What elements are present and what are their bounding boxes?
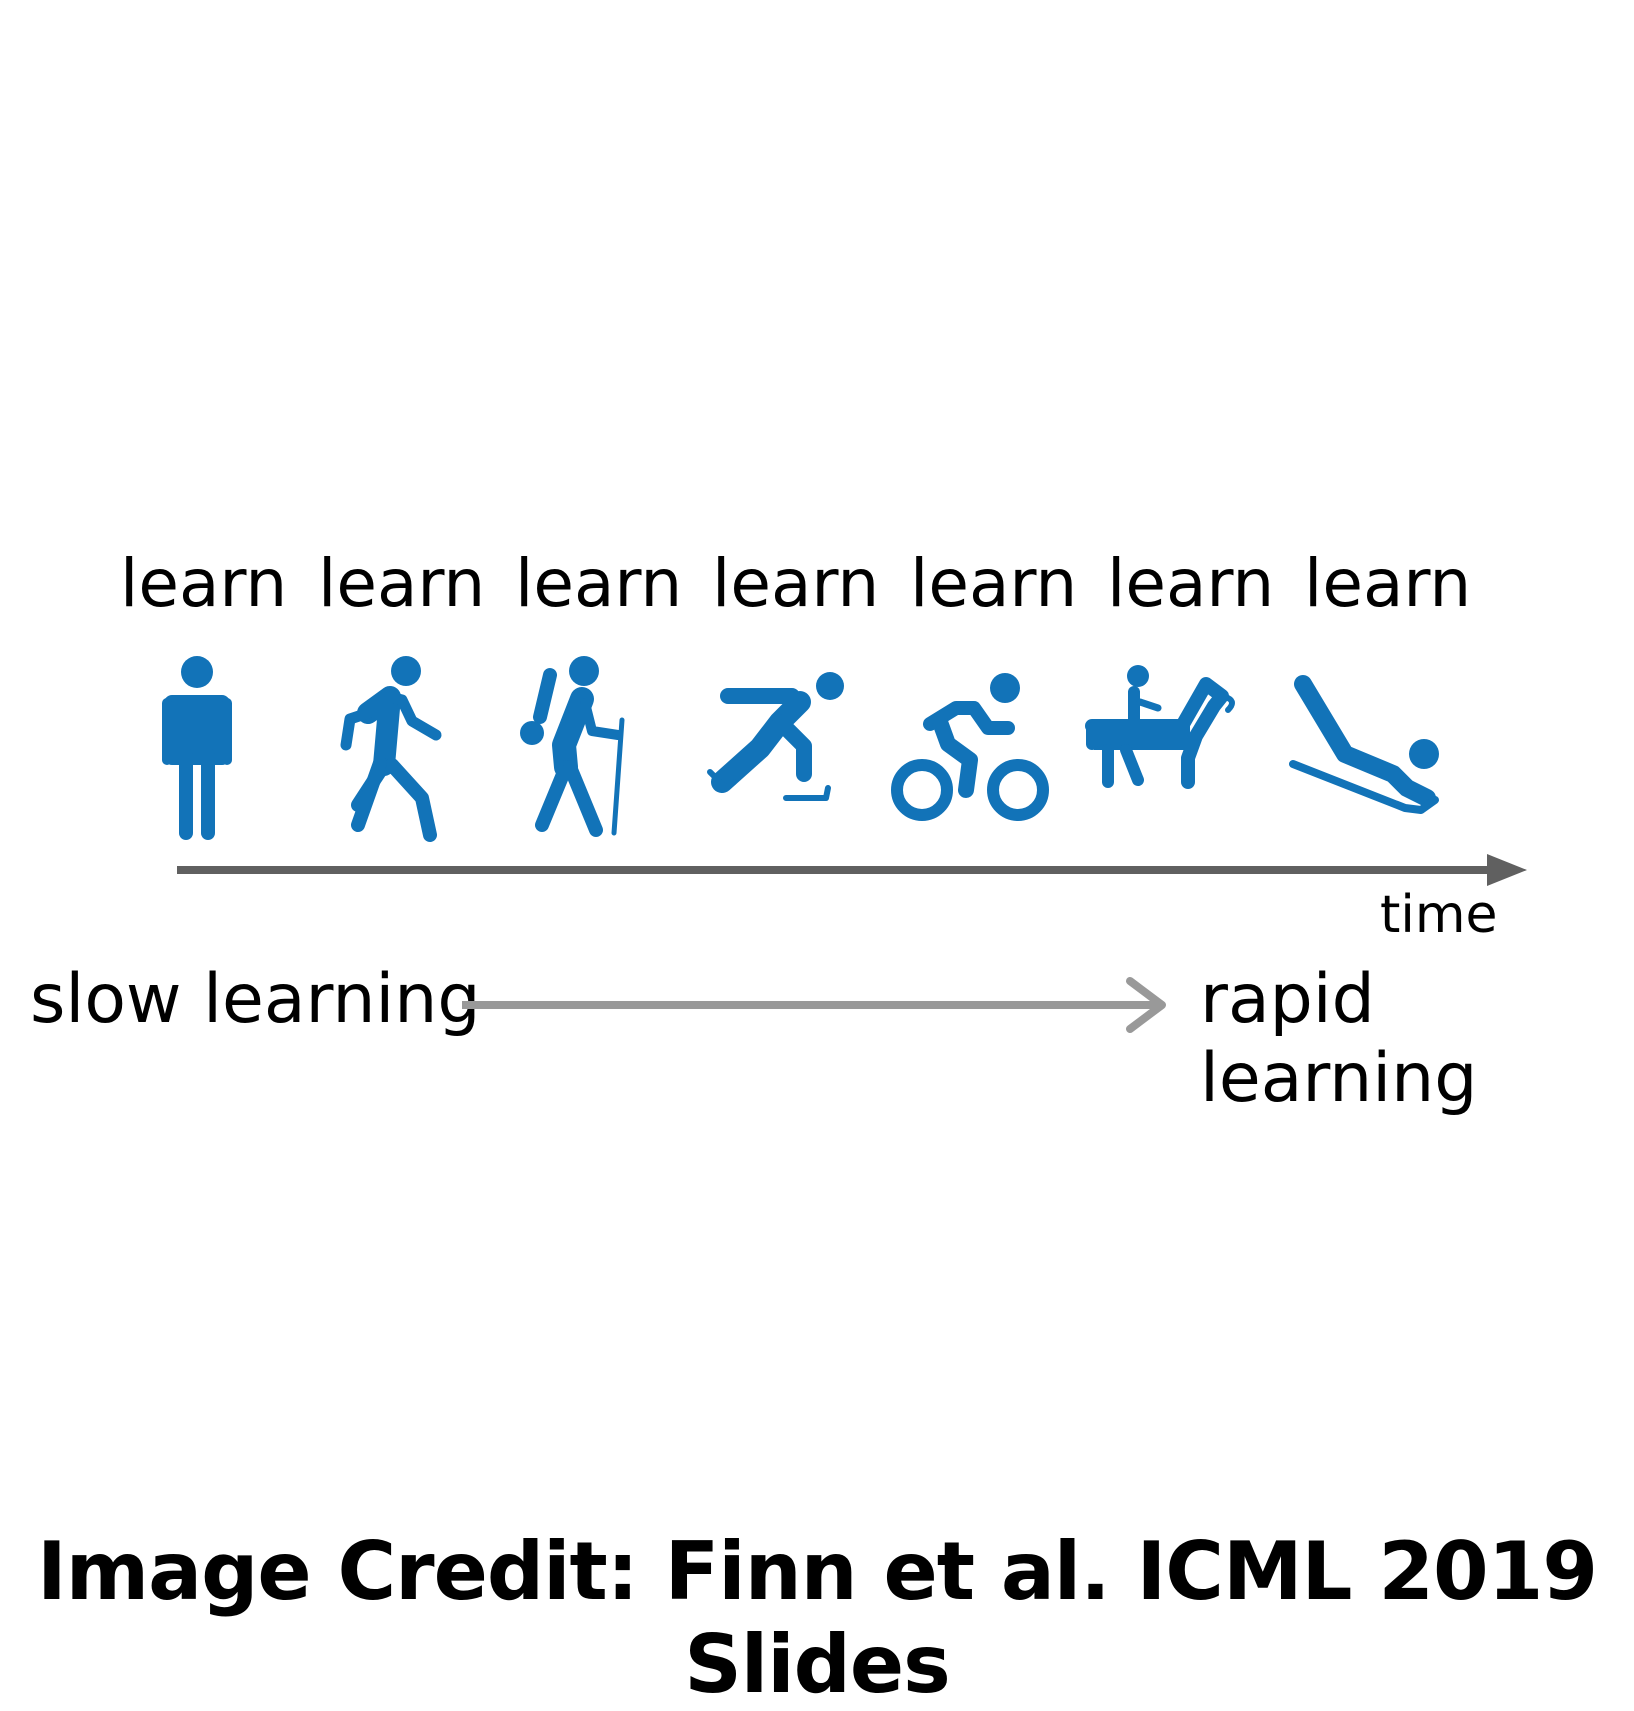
step-label-2: learn — [318, 545, 486, 622]
step-label-4: learn — [712, 545, 880, 622]
ice-skater-icon — [700, 670, 850, 820]
cyclist-icon — [890, 672, 1050, 822]
step-label-1: learn — [120, 545, 288, 622]
rapid-learning-label: rapid learning — [1200, 960, 1478, 1118]
slow-learning-label: slow learning — [30, 960, 481, 1039]
timeline-axis-label: time — [1380, 885, 1498, 945]
timeline-arrow — [175, 850, 1535, 895]
step-label-5: learn — [910, 545, 1078, 622]
step-label-7: learn — [1304, 545, 1472, 622]
standing-person-icon — [150, 655, 240, 845]
horse-rider-icon — [1082, 662, 1252, 822]
step-label-6: learn — [1107, 545, 1275, 622]
walking-person-icon — [332, 655, 462, 845]
sledder-icon — [1285, 670, 1455, 820]
image-credit: Image Credit: Finn et al. ICML 2019 Slid… — [36, 1525, 1598, 1711]
step-label-3: learn — [515, 545, 683, 622]
progression-arrow — [460, 975, 1175, 1040]
hiker-icon — [520, 655, 650, 845]
